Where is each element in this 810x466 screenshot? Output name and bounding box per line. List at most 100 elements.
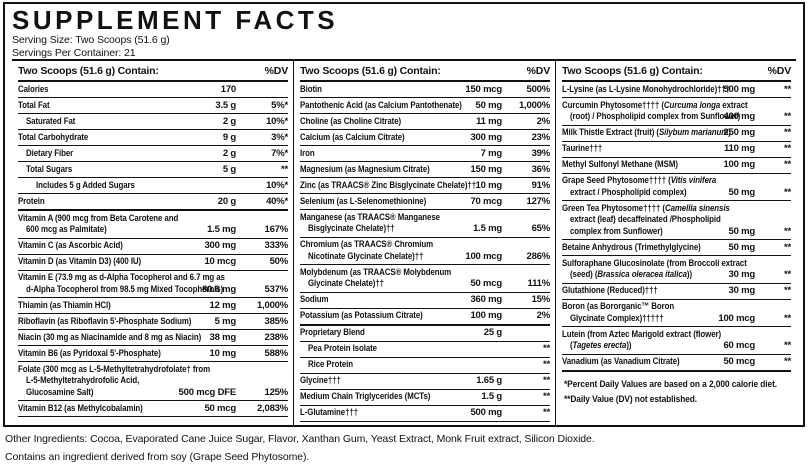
nutrient-name: Choline (as Choline Citrate) <box>300 115 402 127</box>
nutrient-amount: 50 mcg <box>204 402 236 414</box>
table-row: Niacin (30 mg as Niacinamide and 8 mg as… <box>18 330 288 346</box>
nutrient-name: Folate (300 mcg as L-5-Methyltetrahydrof… <box>18 363 211 375</box>
facts-column-3: Two Scoops (51.6 g) Contain: %DV L-Lysin… <box>555 61 796 425</box>
table-row: Potassium (as Potassium Citrate) 100 mg 2% <box>300 309 550 326</box>
column-header-label: Two Scoops (51.6 g) Contain: <box>300 65 441 77</box>
facts-columns: Two Scoops (51.6 g) Contain: %DV Calorie… <box>12 59 796 425</box>
table-row: Lutein (from Aztec Marigold extract (flo… <box>562 327 791 355</box>
nutrient-amount: 60 mcg <box>723 340 755 351</box>
nutrient-dv: 23% <box>531 131 551 143</box>
table-row: Choline (as Choline Citrate) 11 mg 2% <box>300 114 550 130</box>
nutrient-name: Grape Seed Phytosome†††† (Vitis vinifera <box>562 175 717 186</box>
nutrient-dv: 2,083% <box>256 402 288 414</box>
supplement-facts-panel: SUPPLEMENT FACTS Serving Size: Two Scoop… <box>3 2 805 427</box>
nutrient-dv: 2% <box>536 115 551 127</box>
nutrient-dv: ** <box>784 225 791 237</box>
nutrient-dv: 238% <box>264 331 289 343</box>
nutrient-amount: 250 mg <box>723 127 755 138</box>
nutrient-name: Nicotinate Glycinate Chelate)†† <box>308 250 424 262</box>
nutrient-dv: ** <box>784 285 791 296</box>
nutrient-amount: 2 g <box>222 115 236 127</box>
nutrient-amount: 20 g <box>217 195 236 207</box>
table-row: Glutathione (Reduced)††† 30 mg ** <box>562 284 791 300</box>
table-row: Vitamin C (as Ascorbic Acid) 300 mg 333% <box>18 239 288 255</box>
table-row: Vitamin B12 (as Methylcobalamin) 50 mcg 2,… <box>18 401 288 417</box>
table-row: Betaine Anhydrous (Trimethylglycine) 50 m… <box>562 240 791 256</box>
nutrient-name: (root) / Phospholipid complex from Sunfl… <box>570 111 741 122</box>
nutrient-name: Betaine Anhydrous (Trimethylglycine) <box>562 241 701 253</box>
nutrient-name: Proprietary Blend <box>300 327 365 338</box>
nutrient-name: Vitamin E (73.9 mg as d-Alpha Tocopherol… <box>18 272 225 283</box>
nutrient-dv: ** <box>784 269 791 280</box>
nutrient-name: Total Sugars <box>26 163 73 175</box>
table-row: Green Tea Phytosome†††† (Camellia sinens… <box>562 201 791 240</box>
table-row: Pea Protein Isolate ** <box>300 342 550 358</box>
nutrient-amount: 50 mcg <box>723 356 755 367</box>
table-row: Total Fat 3.5 g 5%* <box>18 98 288 114</box>
nutrient-dv: 40%* <box>266 195 288 207</box>
nutrient-amount: 1.5 g <box>481 391 502 402</box>
table-row: L-Glutamine††† 500 mg ** <box>300 406 550 422</box>
nutrient-name: L-5-Methyltetrahydrofolic Acid, <box>26 375 140 386</box>
nutrient-name: Total Fat <box>18 99 50 111</box>
nutrient-dv: 111% <box>527 278 551 289</box>
servings-per-container-line: Servings Per Container: 21 <box>12 46 136 59</box>
table-row: Manganese (as TRAACS® Manganese Bisglycin… <box>300 210 550 238</box>
nutrient-dv: ** <box>784 312 791 324</box>
nutrient-name: Vitamin B12 (as Methylcobalamin) <box>18 402 143 414</box>
table-row: Sulforaphane Glucosinolate (from Broccol… <box>562 256 791 284</box>
column-header-row: Two Scoops (51.6 g) Contain: %DV <box>18 61 288 82</box>
nutrient-dv: ** <box>543 359 550 370</box>
nutrient-rows: L-Lysine (as L-Lysine Monohydrochloride)… <box>562 82 791 372</box>
nutrient-name: Includes 5 g Added Sugars <box>36 179 135 191</box>
table-row: Biotin 150 mcg 500% <box>300 82 550 98</box>
table-row: Pantothenic Acid (as Calcium Pantothenat… <box>300 98 550 114</box>
nutrient-name: Iron <box>300 147 315 159</box>
soy-notice-line: Contains an ingredient derived from soy … <box>5 451 310 463</box>
nutrient-dv: 537% <box>264 283 289 295</box>
nutrient-amount: 5 g <box>222 163 236 175</box>
nutrient-amount: 1.65 g <box>476 375 502 386</box>
table-row: Calcium (as Calcium Citrate) 300 mg 23% <box>300 130 550 146</box>
nutrient-dv: ** <box>784 111 791 122</box>
nutrient-name: Sodium <box>300 294 329 305</box>
column-header-dv: %DV <box>526 65 551 77</box>
column-header-dv: %DV <box>264 65 289 77</box>
nutrient-amount: 1.5 mg <box>473 223 502 234</box>
nutrient-name: Magnesium (as Magnesium Citrate) <box>300 163 430 175</box>
nutrient-amount: 300 mg <box>204 240 236 251</box>
nutrient-name: Total Carbohydrate <box>18 131 89 143</box>
table-row: Folate (300 mcg as L-5-Methyltetrahydrof… <box>18 362 288 401</box>
nutrient-dv: 3%* <box>271 131 288 143</box>
nutrient-amount: 500 mcg DFE <box>178 386 237 398</box>
nutrient-amount: 150 mcg <box>465 83 502 95</box>
nutrient-name: extract (leaf) decaffeinated /Phospholip… <box>570 214 721 225</box>
nutrient-name: Bisglycinate Chelate)†† <box>308 223 395 234</box>
nutrient-name: Glycinate Complex)††††† <box>570 312 664 324</box>
nutrient-name: Glycine††† <box>300 375 341 386</box>
nutrient-name: Protein <box>18 195 45 207</box>
table-row: Calories 170 <box>18 82 288 98</box>
nutrient-dv: ** <box>281 163 288 175</box>
nutrient-dv: ** <box>784 143 791 154</box>
nutrient-dv: 15% <box>531 294 551 305</box>
nutrient-name: Riboflavin (as Riboflavin 5'-Phosphate S… <box>18 315 192 327</box>
nutrient-amount: 2 g <box>222 147 236 159</box>
table-row: Thiamin (as Thiamin HCl) 12 mg 1,000% <box>18 298 288 314</box>
footnotes: *Percent Daily Values are based on a 2,0… <box>562 372 791 407</box>
table-row: Vitamin A (900 mcg from Beta Carotene an… <box>18 211 288 239</box>
nutrient-amount: 10 mg <box>475 179 503 191</box>
nutrient-name: Calcium (as Calcium Citrate) <box>300 131 405 143</box>
table-row: Vitamin E (73.9 mg as d-Alpha Tocopherol… <box>18 271 289 298</box>
facts-column-2: Two Scoops (51.6 g) Contain: %DV Biotin 1… <box>293 61 555 425</box>
table-row: Sodium 360 mg 15% <box>300 293 550 309</box>
page-title: SUPPLEMENT FACTS <box>12 5 339 35</box>
nutrient-name: Saturated Fat <box>26 115 76 127</box>
nutrient-name: Medium Chain Triglycerides (MCTs) <box>300 391 431 402</box>
nutrient-dv: 7%* <box>271 147 288 159</box>
table-row: L-Lysine (as L-Lysine Monohydrochloride)… <box>562 82 791 98</box>
column-header-row: Two Scoops (51.6 g) Contain: %DV <box>562 61 791 82</box>
nutrient-name: Pea Protein Isolate <box>308 343 377 354</box>
table-row: Includes 5 g Added Sugars 10%* <box>18 178 288 194</box>
table-row: Boron (as Bororganic™ Boron Glycinate Com… <box>562 300 791 327</box>
